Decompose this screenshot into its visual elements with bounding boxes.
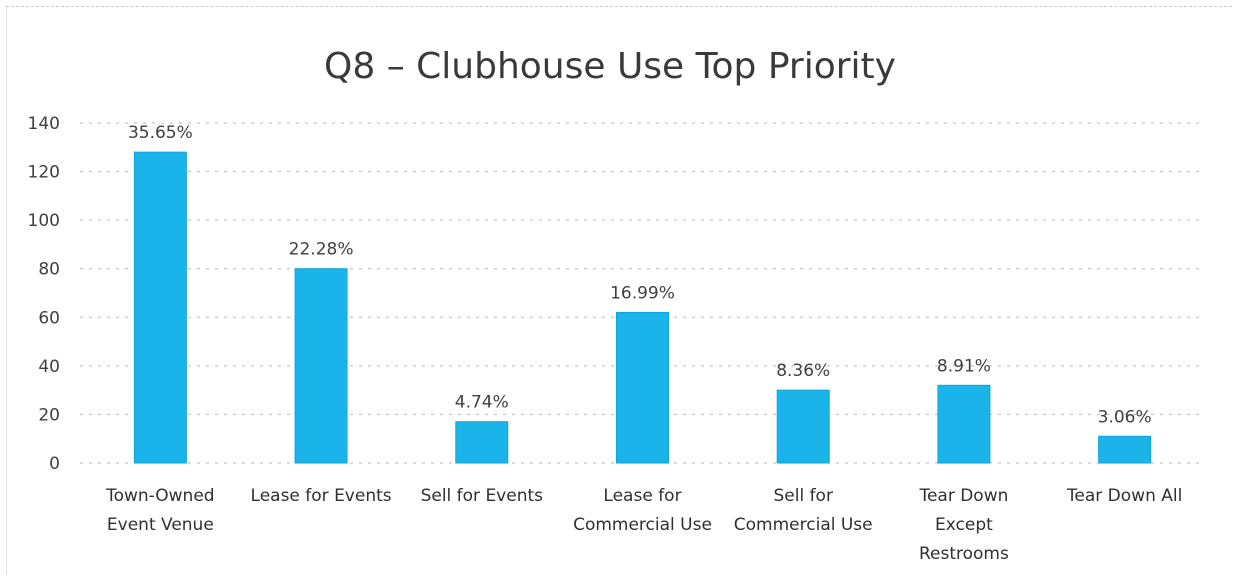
data-label: 8.36% xyxy=(776,361,830,381)
chart-title: Q8 – Clubhouse Use Top Priority xyxy=(324,46,896,87)
category-label-line: Sell for Events xyxy=(421,486,544,506)
category-label-line: Restrooms xyxy=(919,544,1009,564)
category-label-line: Commercial Use xyxy=(734,515,873,535)
category-label-line: Tear Down All xyxy=(1066,486,1182,506)
data-label: 8.91% xyxy=(937,356,991,376)
category-label-line: Except xyxy=(935,515,993,535)
y-tick-label: 0 xyxy=(49,454,60,474)
y-tick-label: 40 xyxy=(38,357,60,377)
category-label-line: Event Venue xyxy=(107,515,214,535)
category-label: Sell for Commercial Use xyxy=(734,486,873,535)
data-label: 35.65% xyxy=(128,123,193,143)
category-label-line: Lease for Events xyxy=(251,486,392,506)
bar xyxy=(776,389,830,464)
category-labels: Town-Owned Event Venue Lease for Events Sel… xyxy=(105,486,1182,564)
data-label: 4.74% xyxy=(455,393,509,413)
category-label: Town-Owned Event Venue xyxy=(105,486,215,535)
bars xyxy=(133,151,1152,464)
category-label: Sell for Events xyxy=(421,486,544,506)
data-label: 16.99% xyxy=(610,283,675,303)
y-tick-label: 80 xyxy=(38,260,60,280)
category-label-line: Commercial Use xyxy=(573,515,712,535)
category-label-line: Lease for xyxy=(603,486,681,506)
category-label-line: Town-Owned xyxy=(105,486,215,506)
category-label: Tear Down Except Restrooms xyxy=(918,486,1009,564)
y-axis-ticks: 0 20 40 60 80 100 120 140 xyxy=(28,114,60,474)
y-tick-label: 120 xyxy=(28,163,60,183)
gridlines xyxy=(80,122,1205,464)
data-label: 3.06% xyxy=(1098,407,1152,427)
bar xyxy=(937,384,991,464)
category-label: Lease for Events xyxy=(251,486,392,506)
category-label-line: Tear Down xyxy=(918,486,1008,506)
bar xyxy=(294,268,348,464)
bar xyxy=(616,311,669,464)
y-tick-label: 20 xyxy=(38,405,60,425)
category-label: Tear Down All xyxy=(1066,486,1182,506)
y-tick-label: 100 xyxy=(28,211,60,231)
y-tick-label: 140 xyxy=(28,114,60,134)
bar xyxy=(455,421,509,464)
category-label: Lease for Commercial Use xyxy=(573,486,712,535)
bar xyxy=(133,151,187,464)
category-label-line: Sell for xyxy=(773,486,832,506)
data-label: 22.28% xyxy=(289,240,354,260)
data-labels: 35.65% 22.28% 4.74% 16.99% 8.36% 8.91% 3.06% xyxy=(128,123,1152,427)
y-tick-label: 60 xyxy=(38,308,60,328)
bar xyxy=(1098,435,1152,464)
scan-frame xyxy=(6,6,1232,574)
